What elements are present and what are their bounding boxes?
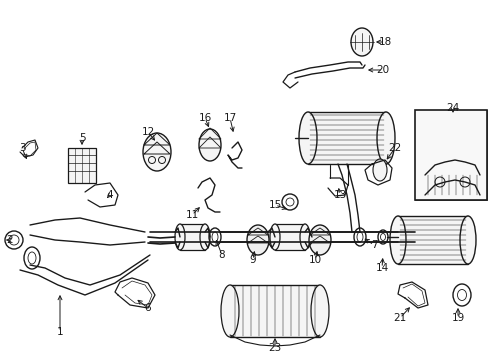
Ellipse shape xyxy=(389,216,405,264)
Ellipse shape xyxy=(246,225,268,255)
Ellipse shape xyxy=(175,224,184,250)
Text: 4: 4 xyxy=(106,190,113,200)
Bar xyxy=(180,224,204,250)
Text: 17: 17 xyxy=(223,113,236,123)
Ellipse shape xyxy=(199,129,221,161)
Ellipse shape xyxy=(200,224,209,250)
Text: 11: 11 xyxy=(185,210,198,220)
Bar xyxy=(397,216,467,264)
Ellipse shape xyxy=(372,159,386,181)
Ellipse shape xyxy=(221,285,239,337)
Bar xyxy=(274,224,305,250)
Ellipse shape xyxy=(269,224,280,250)
Ellipse shape xyxy=(459,216,475,264)
Text: 20: 20 xyxy=(376,65,389,75)
Bar xyxy=(229,285,319,337)
Text: 6: 6 xyxy=(144,303,151,313)
Ellipse shape xyxy=(142,133,171,171)
Text: 21: 21 xyxy=(392,313,406,323)
Text: 10: 10 xyxy=(308,255,321,265)
Ellipse shape xyxy=(350,28,372,56)
Bar xyxy=(414,110,486,200)
Text: 2: 2 xyxy=(7,235,13,245)
Text: 16: 16 xyxy=(198,113,211,123)
Text: 14: 14 xyxy=(375,263,388,273)
Text: 22: 22 xyxy=(387,143,401,153)
Ellipse shape xyxy=(308,225,330,255)
Ellipse shape xyxy=(299,224,309,250)
Bar xyxy=(414,110,486,200)
Text: 23: 23 xyxy=(268,343,281,353)
Text: 9: 9 xyxy=(249,255,256,265)
Text: 3: 3 xyxy=(19,143,25,153)
Text: 18: 18 xyxy=(378,37,391,47)
Bar xyxy=(307,112,385,164)
Ellipse shape xyxy=(298,112,316,164)
Text: 8: 8 xyxy=(218,250,225,260)
Text: 15: 15 xyxy=(268,200,281,210)
Text: 24: 24 xyxy=(446,103,459,113)
Text: 13: 13 xyxy=(333,190,346,200)
Ellipse shape xyxy=(310,285,328,337)
Text: 5: 5 xyxy=(79,133,85,143)
Text: 1: 1 xyxy=(57,327,63,337)
Bar xyxy=(68,148,96,183)
Text: 12: 12 xyxy=(141,127,154,137)
Ellipse shape xyxy=(376,112,394,164)
Text: 7: 7 xyxy=(370,240,377,250)
Text: 19: 19 xyxy=(450,313,464,323)
